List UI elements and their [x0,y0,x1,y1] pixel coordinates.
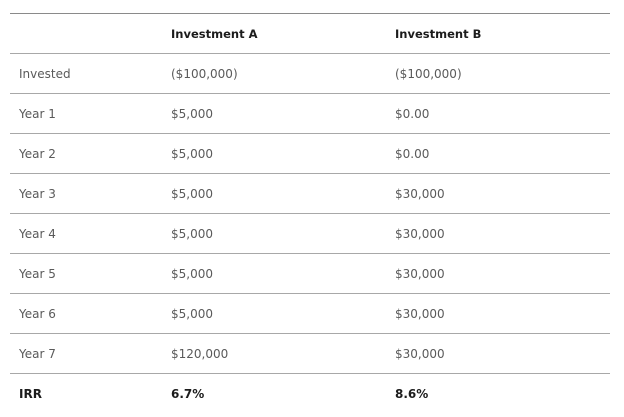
table-row: Year 5 $5,000 $30,000 [10,254,610,294]
table-row: IRR 6.7% 8.6% [10,374,610,414]
row-label: Invested [19,66,71,81]
cell-value: $0.00 [395,106,430,121]
cell-value: 8.6% [395,386,429,401]
table-row: Year 4 $5,000 $30,000 [10,214,610,254]
table-body: Invested ($100,000) ($100,000) Year 1 $5,000… [10,54,610,414]
table-row: Year 7 $120,000 $30,000 [10,334,610,374]
cell-value: $0.00 [395,146,430,161]
cell-value: $5,000 [171,226,213,241]
cell-value: $30,000 [395,266,445,281]
header-row: Investment A Investment B [10,13,610,54]
table-row: Year 2 $5,000 $0.00 [10,134,610,174]
row-label: Year 2 [19,146,56,161]
cell-value: $30,000 [395,306,445,321]
cell-value: ($100,000) [395,66,462,81]
row-label: IRR [19,386,42,401]
cell-value: 6.7% [171,386,205,401]
header-cell: Investment B [395,26,482,41]
table-row: Year 1 $5,000 $0.00 [10,94,610,134]
header-cell: Investment A [171,26,258,41]
cell-value: $30,000 [395,346,445,361]
row-label: Year 3 [19,186,56,201]
row-label: Year 7 [19,346,56,361]
table-header: Investment A Investment B [10,13,610,54]
table-row: Year 6 $5,000 $30,000 [10,294,610,334]
row-label: Year 6 [19,306,56,321]
cell-value: $120,000 [171,346,229,361]
cell-value: $5,000 [171,266,213,281]
cell-value: $30,000 [395,186,445,201]
row-label: Year 4 [19,226,56,241]
cell-value: $30,000 [395,226,445,241]
table-row: Invested ($100,000) ($100,000) [10,54,610,94]
cell-value: $5,000 [171,146,213,161]
header-cell [10,14,162,54]
cell-value: $5,000 [171,186,213,201]
cell-value: $5,000 [171,106,213,121]
comparison-table: Investment A Investment B Invested ($100,… [10,13,610,413]
row-label: Year 1 [19,106,56,121]
table-container: Investment A Investment B Invested ($100,… [10,13,610,413]
cell-value: $5,000 [171,306,213,321]
table-row: Year 3 $5,000 $30,000 [10,174,610,214]
cell-value: ($100,000) [171,66,238,81]
row-label: Year 5 [19,266,56,281]
